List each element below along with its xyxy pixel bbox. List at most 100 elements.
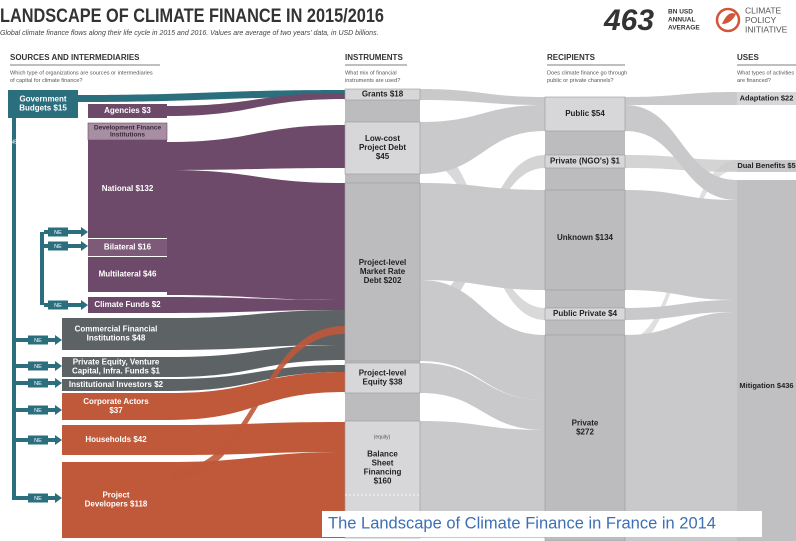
ne-box (28, 378, 48, 388)
use-node-label: Mitigation $436 (739, 381, 793, 390)
nodes (8, 88, 796, 541)
source-node (88, 257, 167, 292)
labels: LANDSCAPE OF CLIMATE FINANCE IN 2015/201… (0, 4, 796, 537)
flow-band (167, 125, 345, 170)
total-unit: BN USD (668, 9, 693, 16)
column-question: are financed? (737, 78, 771, 84)
ne-label: NE (34, 381, 42, 387)
use-node (737, 180, 796, 541)
use-node (737, 92, 796, 105)
logo-text: POLICY (745, 15, 777, 25)
flow-band (170, 422, 345, 455)
source-node-label: National $132 (102, 184, 154, 193)
ne-arrow-head (81, 300, 88, 310)
ne-box (28, 405, 48, 415)
ne-box (28, 335, 48, 345)
instrument-note: (equity) (374, 434, 391, 440)
column-question: instruments are used? (345, 78, 400, 84)
recipient-node (544, 96, 626, 132)
flow-band (625, 312, 737, 541)
recipient-node-label: Private (572, 419, 599, 428)
ne-label: NE (54, 244, 62, 250)
source-node-label: Multilateral $46 (99, 270, 157, 279)
column-title: SOURCES AND INTERMEDIARIES (10, 53, 140, 62)
title: LANDSCAPE OF CLIMATE FINANCE IN 2015/201… (0, 6, 384, 27)
logo-leaf (722, 13, 736, 24)
logo-mark (715, 7, 741, 33)
ne-box (28, 361, 48, 371)
source-node-label: Project (102, 491, 129, 500)
use-node-label: Adaptation $22 (740, 93, 794, 102)
flow-band (625, 105, 737, 200)
column-title: USES (737, 53, 759, 62)
caption: The Landscape of Climate Finance in Fran… (328, 514, 716, 532)
use-node-label: Dual Benefits $5 (737, 161, 795, 170)
recipient-node-label: Private (NGO's) $1 (550, 157, 620, 166)
recipient-node-label: Unknown $134 (557, 233, 614, 242)
instrument-node-label: $160 (374, 477, 392, 486)
source-node-label: Capital, Infra. Funds $1 (72, 367, 161, 376)
caption-bg (322, 511, 762, 537)
source-node-label: Climate Funds $2 (94, 300, 161, 309)
source-node-label: Private Equity, Venture (73, 358, 160, 367)
source-node (62, 318, 170, 350)
instrument-node (344, 121, 421, 175)
total-unit: ANNUAL (668, 17, 695, 24)
ne-label: NE (34, 438, 42, 444)
flow-band (420, 421, 545, 538)
instrument-node-label: $45 (376, 152, 390, 161)
gov-branch (40, 232, 44, 305)
ne-box (48, 241, 68, 251)
source-node-label: Government (19, 95, 66, 104)
source-node-label: Institutions $48 (87, 334, 146, 343)
flow-band (625, 92, 737, 105)
logo-text: INITIATIVE (745, 24, 788, 34)
source-node (88, 104, 167, 118)
flow-band (170, 326, 345, 480)
flows (12, 89, 737, 541)
recipient-node (544, 154, 626, 169)
source-node (62, 393, 170, 420)
column-question: What types of activities (737, 70, 794, 76)
flow-band (420, 140, 545, 320)
source-node-label: Budgets $15 (19, 104, 67, 113)
flow-band (625, 190, 737, 300)
instrument-node-label: Project-level (359, 258, 407, 267)
flow-band (170, 372, 345, 420)
ne-arrow-head (81, 241, 88, 251)
source-node (88, 140, 167, 238)
source-node (62, 462, 170, 538)
gov-spine (12, 118, 16, 500)
source-node-label: Bilateral $16 (104, 243, 152, 252)
ne-arrow-head (81, 227, 88, 237)
instrument-node-label: Sheet (372, 459, 394, 468)
recipient-node (544, 334, 626, 541)
column-question: public or private channels? (547, 78, 614, 84)
instrument-node-label: Financing (364, 468, 402, 477)
column-title: RECIPIENTS (547, 53, 596, 62)
column-question: Which type of organizations are sources … (10, 70, 153, 76)
recipient-node-label: $272 (576, 428, 594, 437)
ne-label: NE (34, 496, 42, 502)
ne-label: NE (34, 364, 42, 370)
source-node-label: Institutions (110, 132, 145, 139)
recipient-node-label: Public Private $4 (553, 309, 618, 318)
subtitle: Global climate finance flows along their… (0, 30, 379, 37)
column-title: INSTRUMENTS (345, 53, 403, 62)
source-node (62, 357, 170, 377)
logo-text: CLIMATE (745, 5, 782, 15)
source-node-label: Households $42 (85, 435, 147, 444)
ne-arrow-head (55, 405, 62, 415)
instrument-node-label: Balance (367, 450, 398, 459)
ne-arrow-head (55, 435, 62, 445)
instrument-node-label: Project Debt (359, 143, 406, 152)
instrument-node (344, 182, 421, 362)
source-node-label: Developers $118 (85, 500, 148, 509)
flow-band (78, 90, 345, 102)
recipient-node (544, 307, 626, 321)
flow-band (420, 89, 545, 105)
instrument-node-label: Grants $18 (362, 90, 404, 99)
ne-label: NE (34, 338, 42, 344)
total-value: 463 (603, 4, 654, 37)
source-node (88, 297, 167, 313)
